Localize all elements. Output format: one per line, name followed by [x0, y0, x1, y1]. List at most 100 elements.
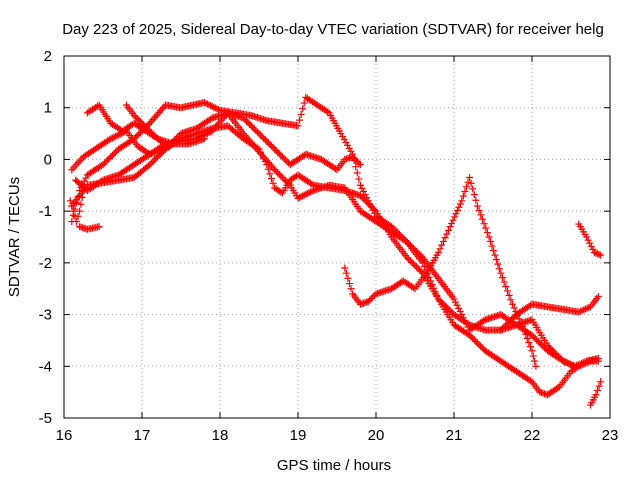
data-point	[80, 186, 87, 194]
data-point	[147, 117, 155, 125]
data-point	[204, 100, 212, 108]
series-track-11	[76, 223, 103, 233]
data-point	[436, 297, 444, 305]
data-point	[472, 196, 480, 204]
data-point	[532, 362, 540, 370]
data-point	[576, 307, 584, 315]
x-tick-label: 16	[56, 427, 73, 444]
series-track-4	[68, 109, 364, 174]
data-point	[488, 242, 496, 250]
data-point	[505, 291, 513, 299]
data-point	[505, 318, 513, 326]
data-point	[530, 333, 538, 341]
data-point	[558, 356, 566, 364]
data-point	[461, 187, 469, 195]
data-point	[467, 179, 475, 187]
data-point	[408, 243, 416, 251]
data-point	[244, 119, 252, 127]
data-point	[358, 184, 366, 192]
data-point	[462, 183, 470, 191]
data-point	[160, 103, 168, 111]
data-point	[257, 131, 265, 139]
data-point	[264, 165, 272, 173]
data-point	[522, 330, 530, 338]
series-track-6	[122, 101, 173, 150]
data-point	[269, 164, 277, 172]
data-point	[331, 165, 339, 173]
data-point	[260, 134, 268, 142]
data-point	[355, 175, 363, 183]
data-point	[152, 112, 160, 120]
data-point	[296, 116, 304, 124]
data-point	[574, 361, 582, 369]
y-tick-label: -5	[39, 410, 52, 427]
data-point	[101, 159, 109, 167]
data-point	[594, 292, 602, 300]
data-point	[344, 274, 352, 282]
data-point	[361, 196, 369, 204]
data-point	[356, 192, 364, 200]
data-point	[446, 223, 454, 231]
data-point	[405, 255, 413, 263]
data-point	[297, 193, 305, 201]
data-point	[506, 317, 514, 325]
data-point	[443, 230, 451, 238]
data-point	[458, 311, 466, 319]
data-point	[107, 153, 115, 161]
data-point	[459, 314, 467, 322]
data-point	[456, 200, 464, 208]
data-point	[469, 334, 477, 342]
data-point	[537, 341, 545, 349]
data-point	[275, 150, 283, 158]
data-point	[580, 306, 588, 314]
data-point	[590, 249, 598, 257]
data-point	[536, 339, 544, 347]
data-point	[345, 280, 353, 288]
data-point	[342, 138, 350, 146]
data-point	[108, 134, 116, 142]
data-point	[93, 102, 101, 110]
data-point	[366, 296, 374, 304]
data-point	[356, 181, 364, 189]
data-point	[434, 249, 442, 257]
data-point	[350, 154, 358, 162]
data-point	[99, 161, 107, 169]
data-point	[69, 164, 77, 172]
data-point	[341, 264, 349, 272]
data-point	[409, 260, 417, 268]
data-point	[515, 315, 523, 323]
data-point	[579, 359, 587, 367]
data-point	[104, 156, 112, 164]
series-track-12	[66, 186, 87, 225]
data-point	[445, 306, 453, 314]
data-point	[366, 201, 374, 209]
data-point	[267, 175, 275, 183]
data-point	[302, 190, 310, 198]
data-point	[272, 147, 280, 155]
data-point	[571, 362, 579, 370]
data-point	[283, 178, 291, 186]
x-tick-label: 19	[290, 427, 307, 444]
data-point	[337, 130, 345, 138]
data-point	[261, 136, 269, 144]
data-point	[526, 343, 534, 351]
data-point	[355, 159, 363, 167]
grid-lines	[64, 56, 610, 418]
data-point	[594, 250, 602, 258]
data-point	[581, 358, 589, 366]
data-point	[324, 108, 332, 116]
data-point	[452, 210, 460, 218]
data-point	[411, 246, 419, 254]
data-point	[540, 344, 548, 352]
data-point	[150, 132, 158, 140]
data-point	[207, 115, 215, 123]
data-point	[413, 247, 421, 255]
data-point	[370, 206, 378, 214]
data-point	[340, 135, 348, 143]
series-track-3	[72, 109, 579, 370]
data-point	[155, 108, 163, 116]
data-point	[80, 177, 88, 185]
data-point	[243, 117, 251, 125]
x-tick-label: 18	[212, 427, 229, 444]
data-point	[352, 163, 360, 171]
